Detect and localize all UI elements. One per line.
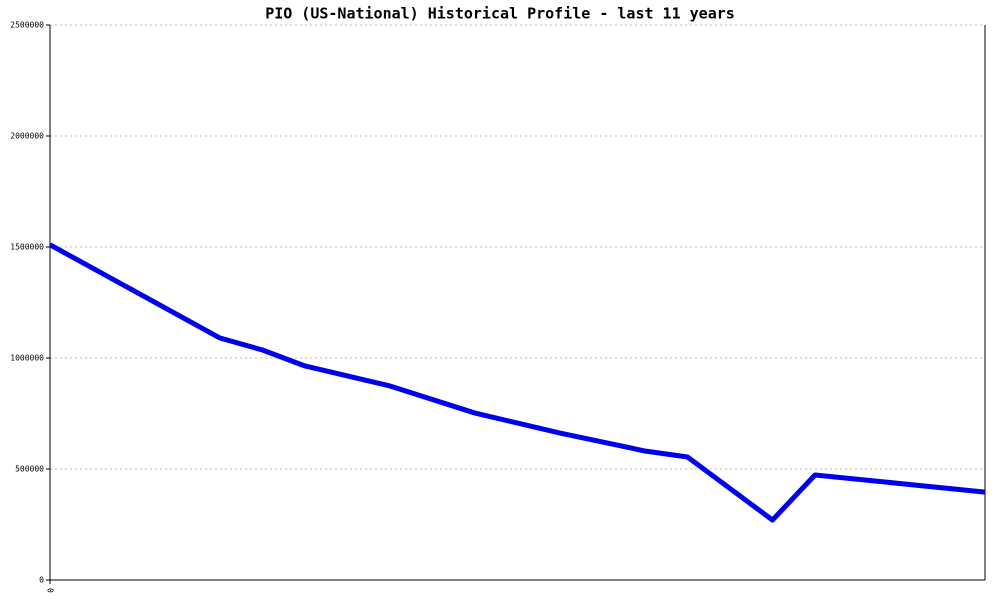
x-tick-label: 0 bbox=[46, 588, 55, 593]
line-series bbox=[48, 242, 986, 523]
chart-title: PIO (US-National) Historical Profile - l… bbox=[265, 5, 735, 23]
y-tick-label: 1500000 bbox=[10, 243, 44, 252]
y-tick-label: 1000000 bbox=[10, 354, 44, 363]
y-tick-label: 2000000 bbox=[10, 132, 44, 141]
y-tick-label: 2500000 bbox=[10, 21, 44, 30]
y-tick-label: 0 bbox=[39, 576, 44, 585]
y-tick-label: 500000 bbox=[15, 465, 44, 474]
